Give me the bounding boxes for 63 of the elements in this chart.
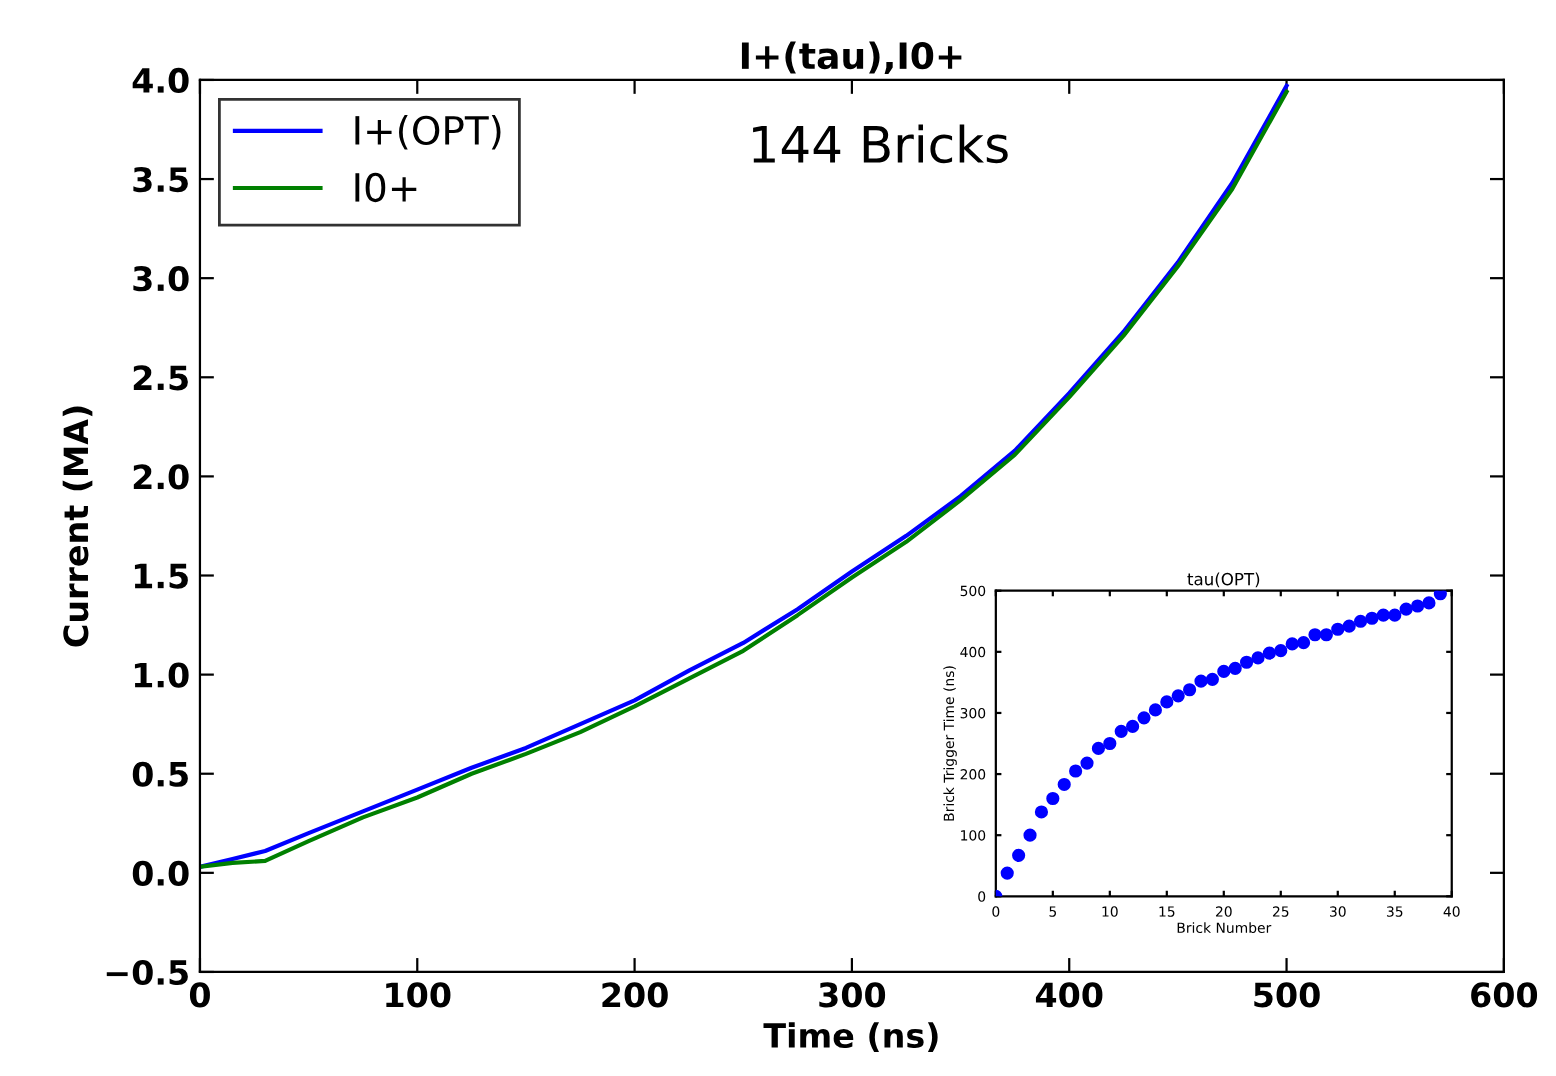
- point: [1262, 646, 1276, 660]
- point: [1069, 764, 1083, 778]
- point: [1194, 674, 1208, 688]
- y-tick-label: 0.0: [132, 860, 189, 886]
- point: [1365, 611, 1379, 625]
- point: [1126, 719, 1140, 733]
- y-tick-label: 4.0: [132, 67, 189, 94]
- y-tick-label: 3.5: [133, 166, 188, 193]
- y-tick-label: 1.0: [134, 662, 189, 688]
- x-tick-label: 600: [1471, 982, 1538, 1008]
- point: [1240, 655, 1254, 669]
- point: [1319, 628, 1333, 642]
- point: [1114, 724, 1128, 738]
- point: [1376, 608, 1390, 622]
- point: [1183, 683, 1197, 697]
- point: [1160, 695, 1174, 709]
- point: [1217, 664, 1231, 678]
- x-tick-label: 0: [189, 982, 210, 1008]
- point: [1057, 777, 1071, 792]
- point: [1046, 791, 1060, 806]
- y-tick-label: 3.0: [133, 266, 189, 292]
- point: [1331, 622, 1345, 636]
- x-tick-label: 100: [386, 982, 451, 1008]
- point: [1012, 848, 1026, 862]
- legend-label: I+(OPT): [355, 114, 501, 150]
- point: [1205, 672, 1219, 686]
- point: [1308, 628, 1322, 642]
- point: [1422, 596, 1436, 610]
- y-tick-label: −0.5: [106, 959, 188, 986]
- y-tick-label: 1.5: [134, 563, 188, 589]
- point: [1353, 614, 1368, 628]
- point: [1000, 866, 1014, 880]
- point: [1034, 805, 1049, 819]
- annotation: 144 Bricks: [753, 124, 1008, 164]
- point: [1228, 661, 1242, 675]
- point: [1023, 828, 1037, 842]
- point: [1296, 636, 1311, 650]
- x-tick-label: 500: [1254, 982, 1320, 1008]
- point: [1285, 637, 1299, 651]
- point: [1410, 599, 1425, 613]
- y-tick-label: 0.5: [132, 761, 188, 787]
- legend-label: I0+: [355, 172, 417, 203]
- y-tick-label: 2.5: [133, 365, 188, 391]
- point: [1171, 689, 1185, 703]
- point: [1103, 736, 1117, 751]
- point: [1137, 711, 1151, 725]
- point: [1080, 756, 1094, 770]
- point: [1251, 651, 1265, 665]
- x-axis-title: Time (ns): [763, 1022, 938, 1052]
- y-axis-title: Current (MA): [62, 406, 93, 647]
- point: [1274, 644, 1288, 658]
- chart-title: I+(tau),I0+: [741, 41, 962, 74]
- point: [1342, 619, 1356, 633]
- chart-title: tau(OPT): [1187, 572, 1260, 588]
- y-tick-label: 2.0: [133, 464, 189, 490]
- point: [1091, 741, 1106, 755]
- x-tick-label: 200: [602, 982, 668, 1008]
- point: [1148, 703, 1162, 717]
- x-tick-label: 400: [1035, 982, 1103, 1008]
- point: [1433, 590, 1447, 601]
- point: [1399, 602, 1413, 616]
- x-tick-label: 300: [819, 982, 886, 1008]
- point: [1388, 608, 1402, 622]
